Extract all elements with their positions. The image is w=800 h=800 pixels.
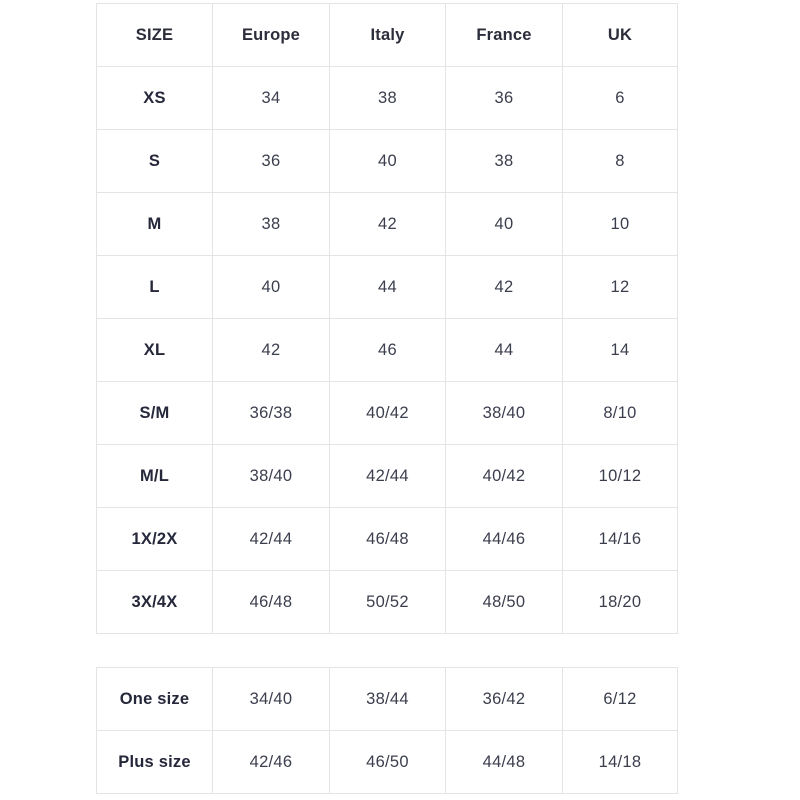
italy-size-cell: 38 [329, 66, 446, 130]
size-label-cell: S [96, 129, 213, 193]
europe-size-cell: 34/40 [212, 667, 330, 731]
europe-size-cell: 46/48 [212, 570, 330, 634]
table-row: S/M 36/38 40/42 38/40 8/10 [96, 381, 678, 445]
size-label-cell: XS [96, 66, 213, 130]
italy-size-cell: 42/44 [329, 444, 446, 508]
table-row: 1X/2X 42/44 46/48 44/46 14/16 [96, 507, 678, 571]
size-label-cell: 3X/4X [96, 570, 213, 634]
europe-size-cell: 42 [212, 318, 330, 382]
table-row: M/L 38/40 42/44 40/42 10/12 [96, 444, 678, 508]
italy-size-cell: 40 [329, 129, 446, 193]
europe-size-cell: 34 [212, 66, 330, 130]
table-row: 3X/4X 46/48 50/52 48/50 18/20 [96, 570, 678, 634]
france-size-cell: 38 [445, 129, 563, 193]
table-row: XS 34 38 36 6 [96, 66, 678, 130]
france-size-cell: 36 [445, 66, 563, 130]
table-row: S 36 40 38 8 [96, 129, 678, 193]
italy-size-cell: 46/50 [329, 730, 446, 794]
europe-size-cell: 36 [212, 129, 330, 193]
column-header-italy: Italy [329, 3, 446, 67]
size-label-cell: L [96, 255, 213, 319]
europe-size-cell: 42/44 [212, 507, 330, 571]
size-label-cell: Plus size [96, 730, 213, 794]
uk-size-cell: 10/12 [562, 444, 678, 508]
secondary-size-conversion-table: One size 34/40 38/44 36/42 6/12 Plus siz… [96, 667, 678, 794]
table-header-row: SIZE Europe Italy France UK [96, 3, 678, 67]
column-header-france: France [445, 3, 563, 67]
uk-size-cell: 8 [562, 129, 678, 193]
france-size-cell: 40/42 [445, 444, 563, 508]
europe-size-cell: 42/46 [212, 730, 330, 794]
column-header-size: SIZE [96, 3, 213, 67]
europe-size-cell: 36/38 [212, 381, 330, 445]
france-size-cell: 44/48 [445, 730, 563, 794]
column-header-uk: UK [562, 3, 678, 67]
size-label-cell: M/L [96, 444, 213, 508]
italy-size-cell: 42 [329, 192, 446, 256]
italy-size-cell: 46 [329, 318, 446, 382]
uk-size-cell: 14/16 [562, 507, 678, 571]
france-size-cell: 36/42 [445, 667, 563, 731]
europe-size-cell: 40 [212, 255, 330, 319]
italy-size-cell: 50/52 [329, 570, 446, 634]
size-label-cell: 1X/2X [96, 507, 213, 571]
france-size-cell: 42 [445, 255, 563, 319]
france-size-cell: 48/50 [445, 570, 563, 634]
france-size-cell: 38/40 [445, 381, 563, 445]
france-size-cell: 44/46 [445, 507, 563, 571]
uk-size-cell: 6 [562, 66, 678, 130]
size-label-cell: XL [96, 318, 213, 382]
table-row: Plus size 42/46 46/50 44/48 14/18 [96, 730, 678, 794]
uk-size-cell: 14 [562, 318, 678, 382]
france-size-cell: 44 [445, 318, 563, 382]
france-size-cell: 40 [445, 192, 563, 256]
table-row: L 40 44 42 12 [96, 255, 678, 319]
uk-size-cell: 14/18 [562, 730, 678, 794]
table-row: XL 42 46 44 14 [96, 318, 678, 382]
italy-size-cell: 40/42 [329, 381, 446, 445]
europe-size-cell: 38/40 [212, 444, 330, 508]
primary-size-conversion-table: SIZE Europe Italy France UK XS 34 38 36 … [96, 3, 678, 634]
table-row: M 38 42 40 10 [96, 192, 678, 256]
table-row: One size 34/40 38/44 36/42 6/12 [96, 667, 678, 731]
italy-size-cell: 38/44 [329, 667, 446, 731]
italy-size-cell: 44 [329, 255, 446, 319]
column-header-europe: Europe [212, 3, 330, 67]
size-label-cell: M [96, 192, 213, 256]
uk-size-cell: 18/20 [562, 570, 678, 634]
uk-size-cell: 6/12 [562, 667, 678, 731]
italy-size-cell: 46/48 [329, 507, 446, 571]
uk-size-cell: 12 [562, 255, 678, 319]
uk-size-cell: 8/10 [562, 381, 678, 445]
europe-size-cell: 38 [212, 192, 330, 256]
size-label-cell: One size [96, 667, 213, 731]
uk-size-cell: 10 [562, 192, 678, 256]
size-label-cell: S/M [96, 381, 213, 445]
